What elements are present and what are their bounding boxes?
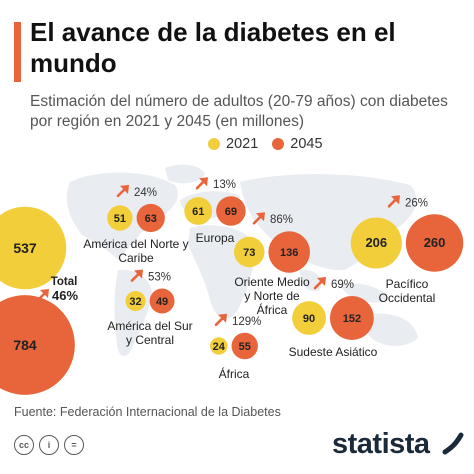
legend-label-2045: 2045 [290, 136, 323, 152]
change-arrow-4-head [134, 269, 143, 279]
region-label-5-0: Sudeste Asiático [289, 345, 378, 359]
bubble-2021-2 [234, 236, 265, 268]
total-label: Total [51, 276, 78, 288]
region-label-4-0: América del Sur [107, 319, 192, 333]
change-label-3: 26% [405, 197, 428, 209]
bubble-2021-0 [107, 205, 133, 231]
change-label-total: 46% [52, 288, 78, 303]
region-label-4-1: y Central [126, 333, 174, 347]
change-label-2: 86% [270, 214, 293, 226]
region-label-1-0: Europa [196, 231, 235, 245]
change-arrow-total-head [40, 289, 49, 298]
legend-swatch-2045 [272, 138, 285, 150]
legend-label-2021: 2021 [226, 136, 259, 152]
source-note: Fuente: Federación Internacional de la D… [14, 405, 281, 419]
data-label-2045-6: 55 [239, 341, 251, 353]
no-derivatives-icon: = [64, 435, 84, 455]
chart-subtitle: Estimación del número de adultos (20-79 … [30, 93, 448, 130]
data-label-2045-1: 69 [225, 206, 237, 218]
change-arrow-5-head [317, 277, 326, 287]
data-label-2045-5: 152 [343, 313, 361, 325]
bubble-2045-0 [136, 203, 165, 233]
data-label-2045-total: 784 [13, 337, 37, 353]
bubble-2021-1 [184, 197, 213, 225]
data-label-2021-3: 206 [365, 235, 387, 250]
bubble-2045-6 [231, 332, 258, 360]
license-icons: cc i = [14, 435, 89, 455]
bubble-2045-2 [268, 231, 310, 273]
data-label-2021-0: 51 [114, 213, 126, 225]
change-label-5: 69% [331, 279, 354, 291]
region-label-3-1: Occidental [379, 291, 436, 305]
bubble-2021-3 [350, 217, 402, 269]
chart-title: El avance de la diabetes en el mundo [30, 17, 396, 78]
statista-logo: statista [332, 428, 430, 460]
region-label-3-0: Pacífico [386, 277, 429, 291]
data-label-2045-2: 136 [280, 247, 298, 259]
bubble-2045-4 [149, 288, 175, 314]
data-label-2045-4: 49 [156, 296, 168, 308]
bubble-2021-5 [292, 301, 326, 335]
bubble-2021-6 [210, 337, 228, 355]
attribution-icon: i [39, 435, 59, 455]
data-label-2021-total: 537 [13, 240, 37, 256]
creative-commons-icon: cc [14, 435, 34, 455]
data-label-2045-0: 63 [145, 213, 157, 225]
data-label-2021-5: 90 [303, 313, 315, 325]
bubble-2045-total [0, 295, 75, 395]
region-label-0-0: América del Norte y [83, 237, 188, 251]
region-label-0-1: Caribe [118, 251, 154, 265]
change-label-6: 129% [232, 316, 261, 328]
data-label-2021-1: 61 [192, 206, 204, 218]
change-label-0: 24% [134, 187, 157, 199]
data-label-2021-2: 73 [243, 247, 255, 259]
legend: 2021 2045 [208, 136, 337, 152]
region-label-2-0: Oriente Medio [234, 275, 310, 289]
change-arrow-0-head [120, 184, 129, 194]
region-label-6-0: África [219, 366, 250, 381]
change-arrow-3-head [391, 195, 400, 205]
bubble-2021-4 [125, 290, 146, 312]
bubble-2021-total [0, 206, 67, 290]
data-label-2021-4: 32 [129, 296, 141, 308]
legend-swatch-2021 [208, 138, 220, 150]
data-label-2045-3: 260 [424, 235, 446, 250]
bubble-2045-5 [329, 296, 374, 340]
region-label-2-2: África [257, 302, 288, 317]
bubble-2045-1 [216, 196, 246, 226]
bubble-2045-3 [405, 214, 464, 272]
data-label-2021-6: 24 [213, 341, 226, 353]
change-label-4: 53% [148, 272, 171, 284]
statista-logo-mark-icon [442, 432, 464, 455]
change-arrow-6-head [218, 313, 227, 323]
change-arrow-1-head [199, 177, 208, 187]
change-label-1: 13% [213, 179, 236, 191]
title-accent-bar [14, 22, 21, 82]
change-arrow-2-head [256, 212, 265, 222]
region-label-2-1: y Norte de [244, 289, 300, 303]
